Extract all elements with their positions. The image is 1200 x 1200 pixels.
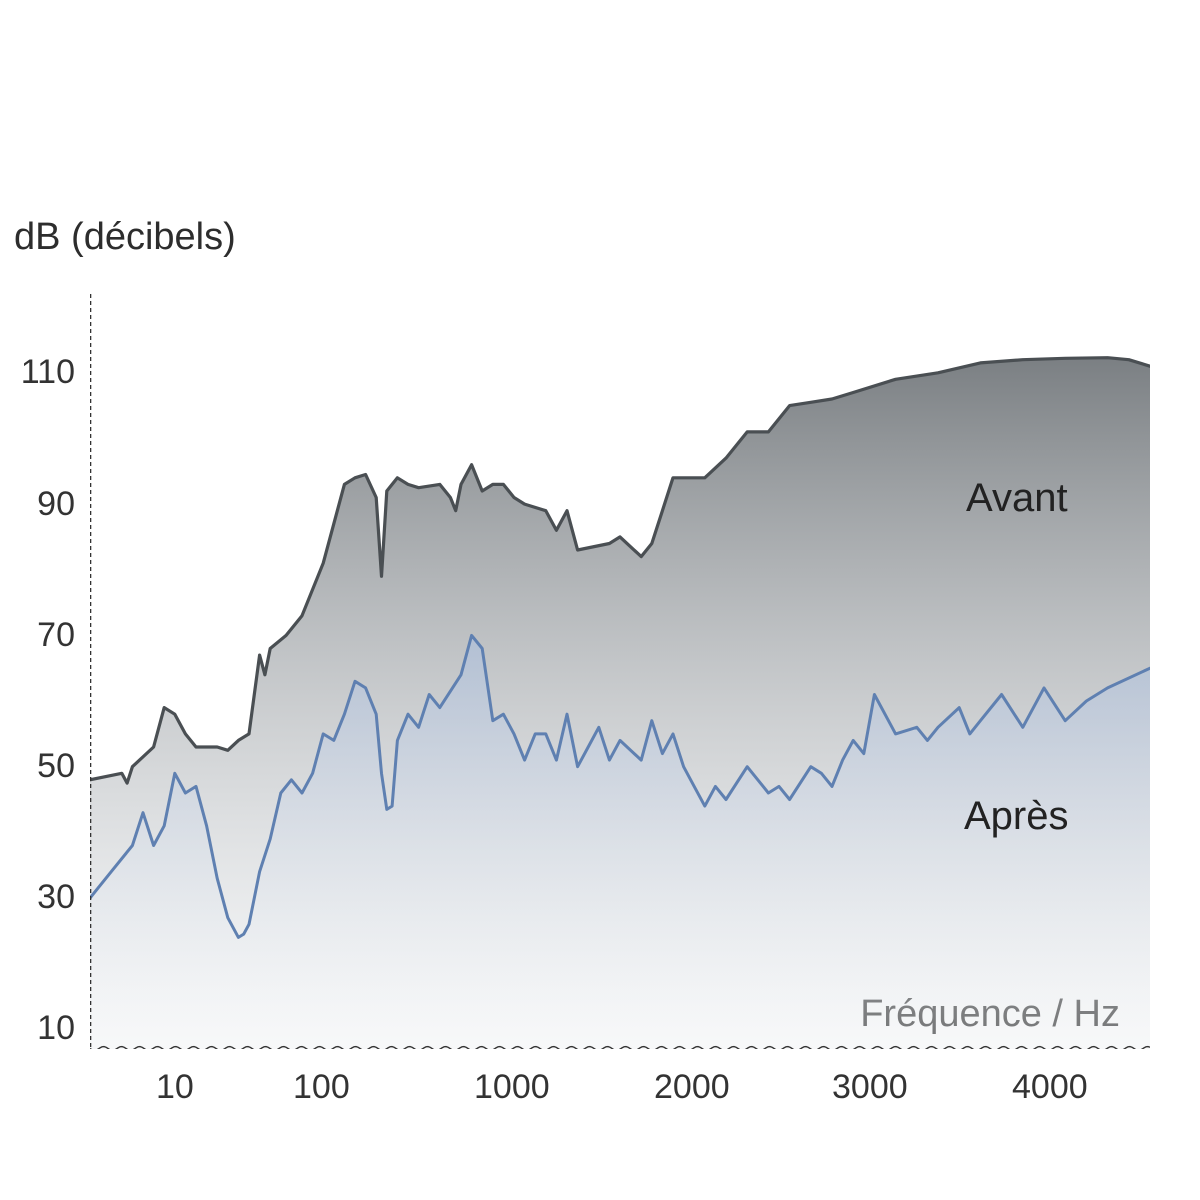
x-tick-4000: 4000 xyxy=(1012,1068,1088,1107)
y-tick-30: 30 xyxy=(5,878,75,917)
x-tick-100: 100 xyxy=(293,1068,350,1107)
chart-plot xyxy=(90,294,1150,1049)
x-tick-3000: 3000 xyxy=(832,1068,908,1107)
series-label-avant: Avant xyxy=(966,476,1068,521)
y-tick-90: 90 xyxy=(5,485,75,524)
x-tick-2000: 2000 xyxy=(654,1068,730,1107)
chart-container: dB (décibels) 110 90 70 50 30 10 10 100 … xyxy=(0,0,1200,1200)
y-tick-50: 50 xyxy=(5,747,75,786)
y-tick-10: 10 xyxy=(5,1009,75,1048)
y-tick-110: 110 xyxy=(5,353,75,392)
x-tick-1000: 1000 xyxy=(474,1068,550,1107)
x-tick-10: 10 xyxy=(156,1068,194,1107)
series-label-apres: Après xyxy=(964,794,1069,839)
y-tick-70: 70 xyxy=(5,616,75,655)
y-axis-label: dB (décibels) xyxy=(14,216,236,259)
